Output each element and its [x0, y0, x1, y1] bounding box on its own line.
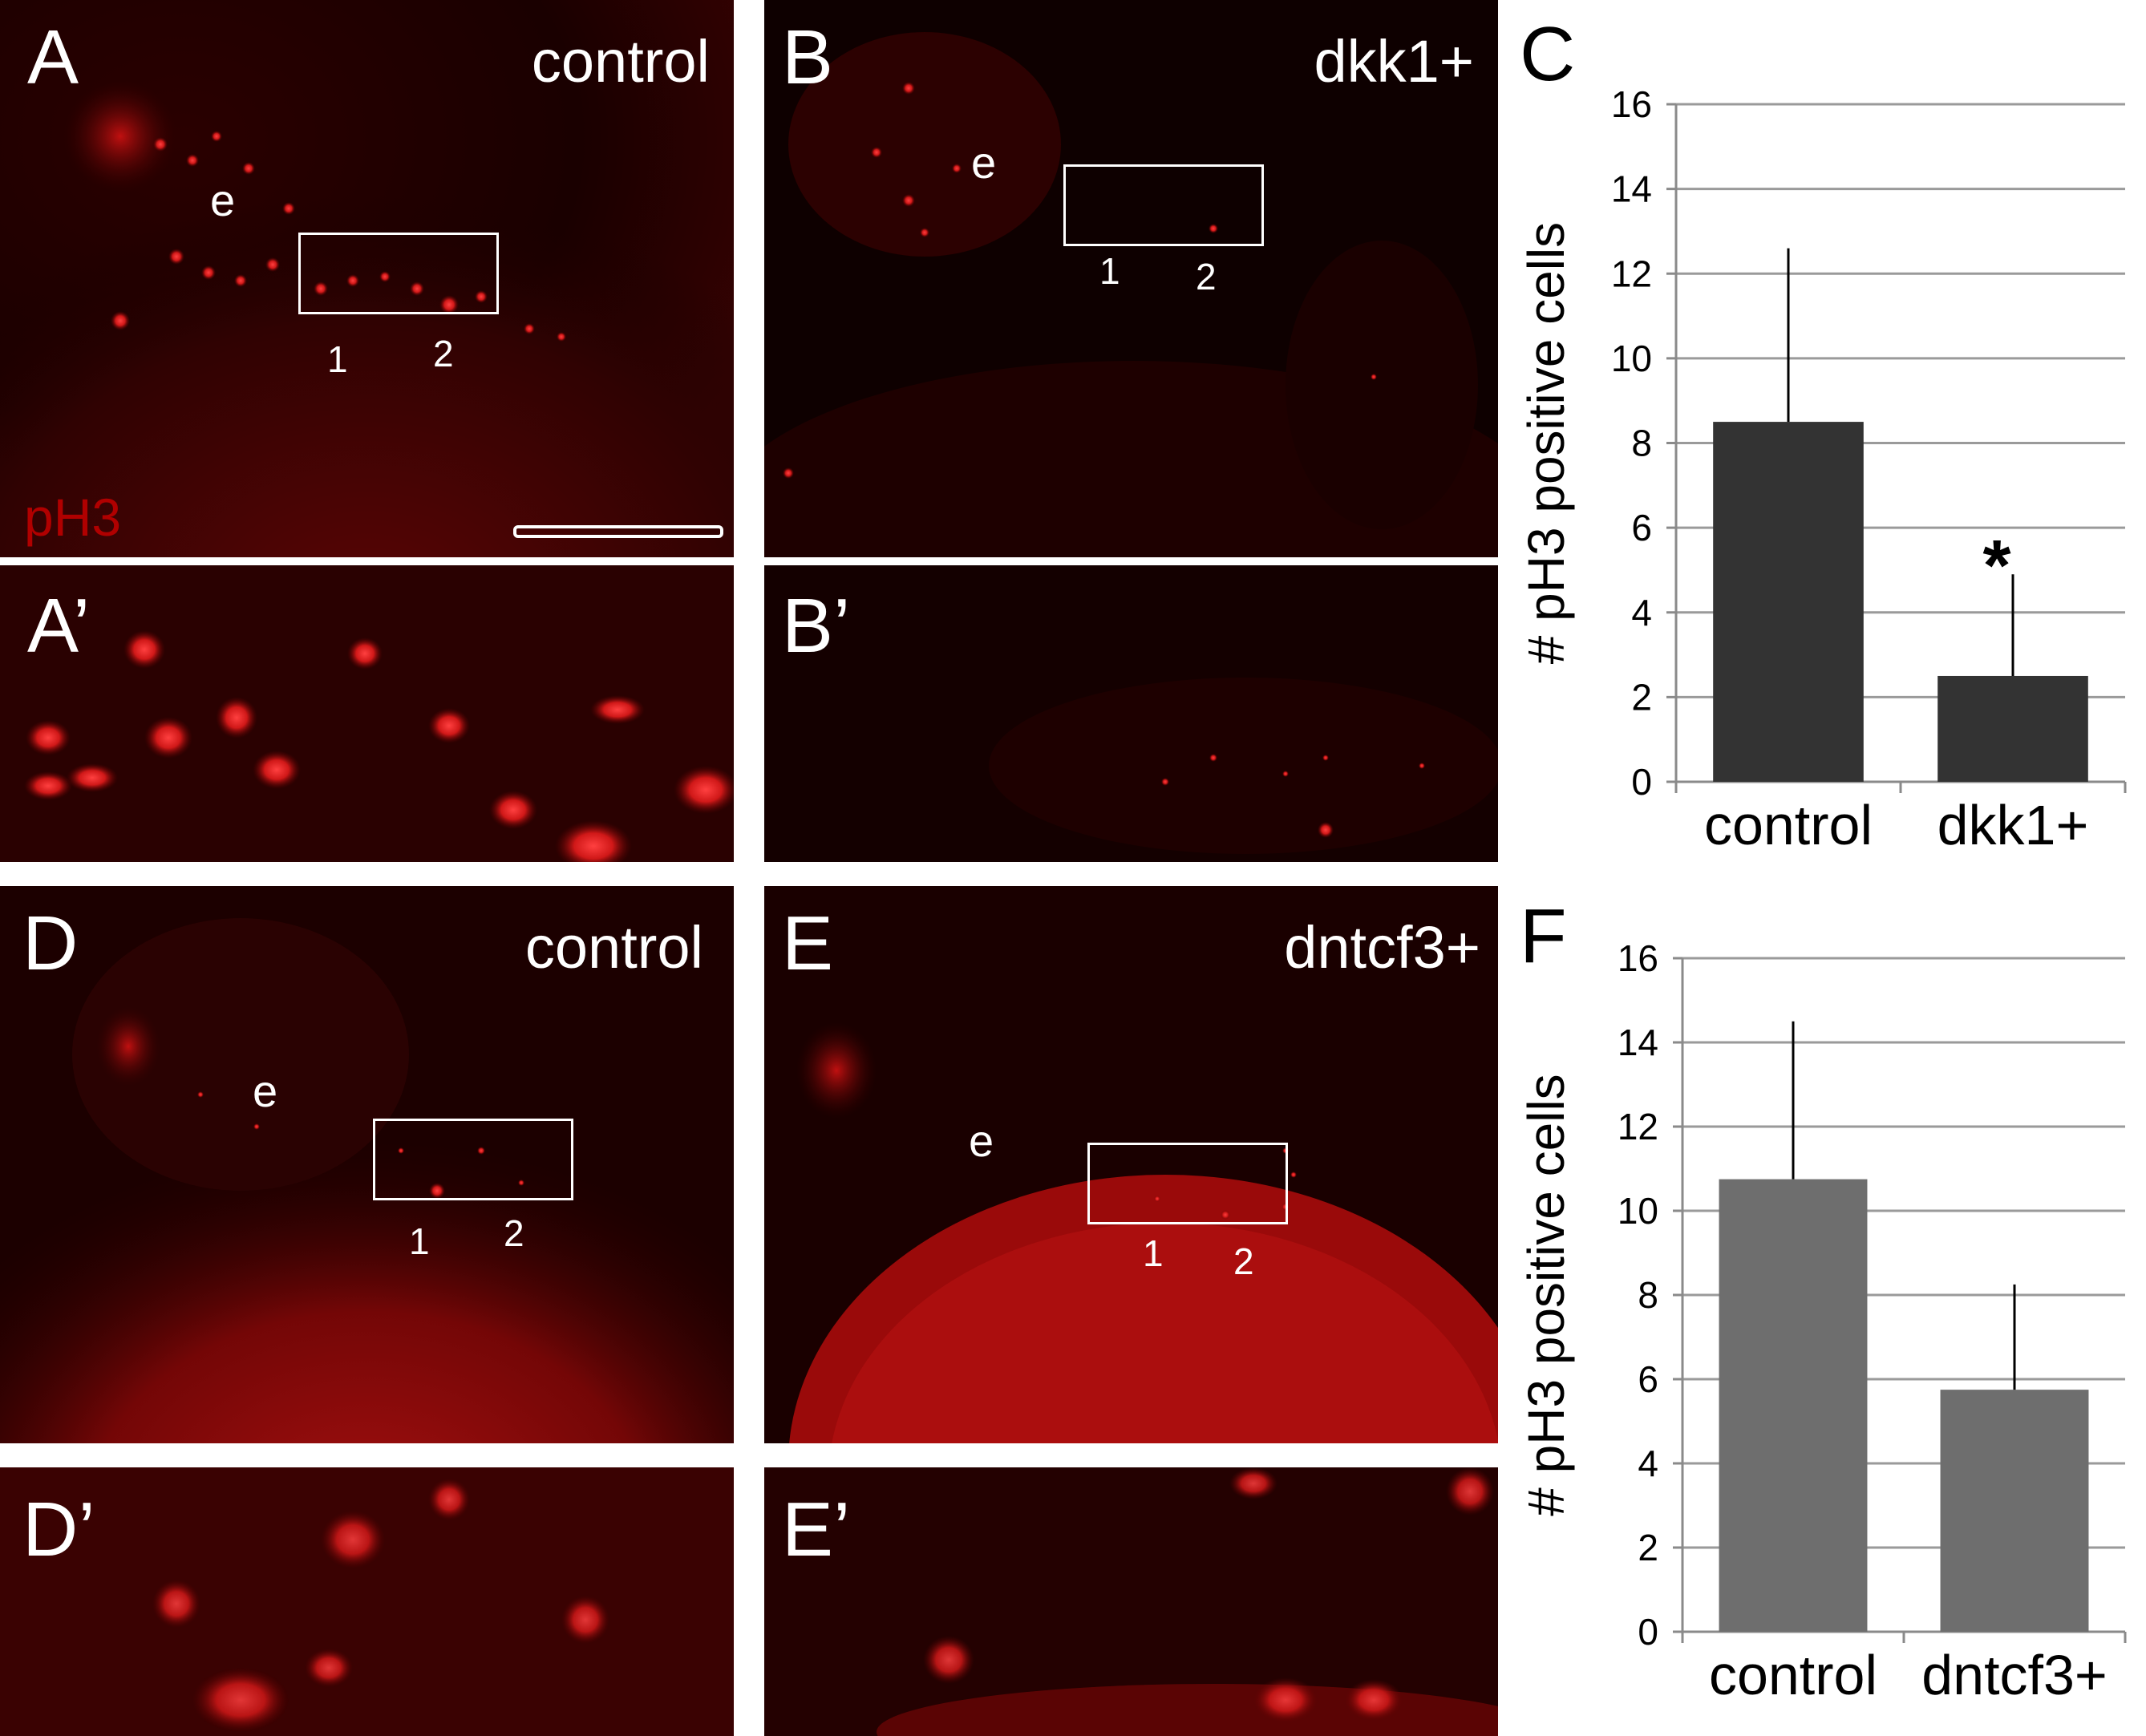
panel-label: B	[782, 14, 834, 100]
panel-a: A control e 1 2 pH3	[0, 0, 734, 557]
roi-label-2: 2	[1196, 256, 1217, 297]
y-tick-label: 0	[1638, 1611, 1658, 1653]
scale-bar	[513, 525, 723, 538]
y-tick-label: 4	[1631, 592, 1652, 633]
y-tick-label: 6	[1631, 507, 1652, 548]
y-tick-label: 4	[1638, 1443, 1658, 1484]
panel-d-prime-micrograph	[0, 1467, 734, 1736]
panel-d-prime: D’	[0, 1467, 734, 1736]
roi-label-1: 1	[327, 338, 348, 380]
stain-label: pH3	[24, 488, 122, 547]
y-tick-label: 12	[1618, 1106, 1658, 1147]
panel-b-micrograph	[764, 0, 1498, 557]
panel-label: E	[782, 900, 834, 986]
y-tick-label: 8	[1631, 423, 1652, 464]
eye-label: e	[971, 137, 997, 188]
y-tick-label: 10	[1618, 1190, 1658, 1232]
roi-label-2: 2	[433, 333, 454, 374]
condition-label: dkk1+	[1314, 28, 1474, 95]
bar	[1719, 1179, 1868, 1632]
roi-label-2: 2	[504, 1212, 524, 1254]
y-tick-label: 12	[1611, 253, 1652, 294]
panel-label: D’	[22, 1487, 95, 1572]
chart-panel-label: C	[1520, 11, 1576, 97]
panel-b: B dkk1+ e 1 2	[764, 0, 1498, 557]
panel-label: A	[27, 14, 79, 100]
y-tick-label: 2	[1631, 676, 1652, 718]
y-tick-label: 8	[1638, 1274, 1658, 1316]
region-box	[1063, 164, 1264, 246]
y-tick-label: 16	[1618, 938, 1658, 979]
bar-chart-c: 0 2 4 6 8 10 12 14 16 control dkk1+ * # pH3 positive…	[1517, 83, 2127, 856]
condition-label: control	[524, 914, 703, 981]
panel-b-prime: B’	[764, 565, 1498, 862]
y-tick-label: 16	[1611, 83, 1652, 125]
eye-label: e	[253, 1066, 278, 1116]
y-tick-label: 2	[1638, 1527, 1658, 1568]
bar-chart-f: 0 2 4 6 8 10 12 14 16 control dntcf3+ # pH3 positiv…	[1517, 938, 2127, 1706]
bar	[1937, 675, 2088, 782]
roi-label-1: 1	[1143, 1232, 1164, 1274]
eye-label: e	[210, 175, 236, 225]
y-tick-label: 14	[1611, 168, 1652, 210]
bar	[1713, 422, 1864, 782]
bar	[1940, 1390, 2089, 1632]
roi-label-1: 1	[409, 1220, 430, 1262]
panel-label: D	[22, 900, 79, 986]
x-tick-label: control	[1704, 794, 1873, 856]
significance-marker: *	[1982, 526, 2010, 606]
panel-b-prime-micrograph	[764, 565, 1498, 862]
region-box	[373, 1119, 573, 1200]
y-tick-label: 0	[1631, 761, 1652, 803]
y-tick-label: 14	[1618, 1022, 1658, 1063]
x-tick-label: control	[1709, 1644, 1877, 1706]
panel-e-micrograph	[764, 886, 1498, 1443]
panel-label: E’	[782, 1487, 851, 1572]
panel-d-micrograph	[0, 886, 734, 1443]
panel-label: B’	[782, 583, 851, 669]
y-tick-label: 6	[1638, 1358, 1658, 1400]
condition-label: dntcf3+	[1284, 914, 1480, 981]
roi-label-1: 1	[1099, 250, 1120, 292]
chart-panel-label: F	[1520, 893, 1567, 979]
region-box	[1087, 1143, 1288, 1224]
panel-label: A’	[27, 583, 91, 669]
roi-label-2: 2	[1233, 1240, 1254, 1282]
y-axis-label: # pH3 positive cells	[1517, 1074, 1575, 1515]
panel-e-prime-micrograph	[764, 1467, 1498, 1736]
eye-label: e	[969, 1115, 994, 1166]
panel-e-prime: E’	[764, 1467, 1498, 1736]
panel-a-prime-micrograph	[0, 565, 734, 862]
panel-e: E dntcf3+ e 1 2	[764, 886, 1498, 1443]
panel-d: D control e 1 2	[0, 886, 734, 1443]
y-tick-label: 10	[1611, 338, 1652, 379]
condition-label: control	[531, 28, 710, 95]
region-box	[298, 233, 499, 314]
x-tick-label: dntcf3+	[1921, 1644, 2108, 1706]
x-tick-label: dkk1+	[1937, 794, 2089, 856]
panel-a-prime: A’	[0, 565, 734, 862]
y-axis-label: # pH3 positive cells	[1517, 222, 1575, 664]
panel-a-micrograph	[0, 0, 734, 557]
